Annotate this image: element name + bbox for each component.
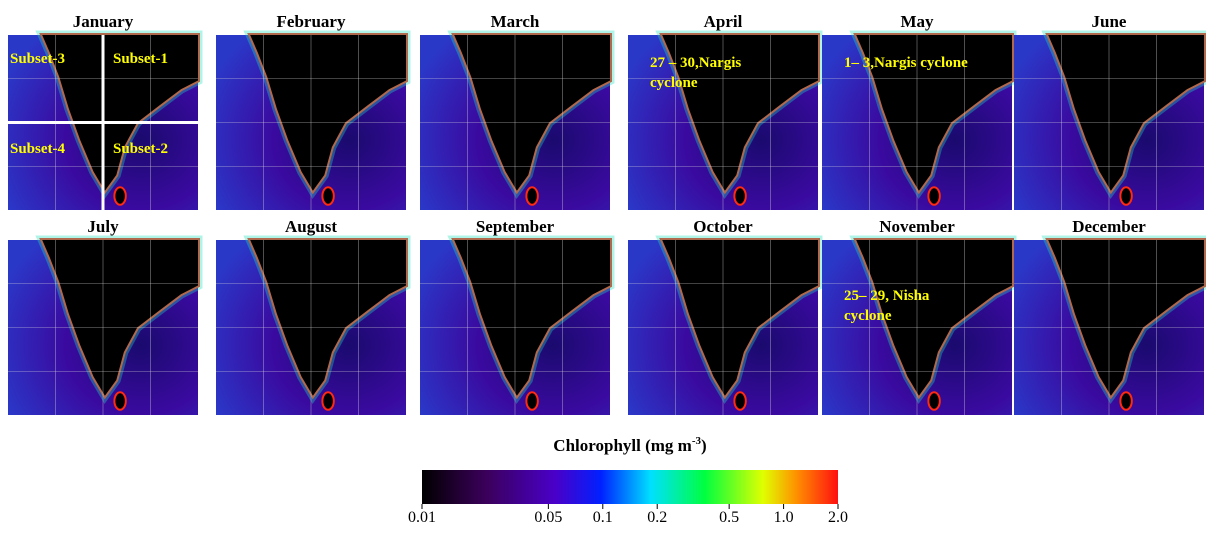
map-panel: 27 – 30,Nargis cyclone [628, 35, 818, 210]
map-panel [1014, 35, 1204, 210]
sri-lanka [1120, 392, 1131, 410]
land [856, 240, 1012, 396]
panel-title: March [491, 12, 540, 31]
panel-title: November [879, 217, 955, 236]
land [662, 35, 818, 191]
sri-lanka [322, 392, 333, 410]
colorbar-tick-label: 0.2 [647, 509, 667, 526]
landmass [454, 240, 610, 410]
sri-lanka [1120, 187, 1131, 205]
colorbar-tick-label: 0.01 [408, 509, 436, 526]
sri-lanka [114, 392, 125, 410]
map-panel [1014, 240, 1204, 415]
sri-lanka [928, 187, 939, 205]
landmass [1048, 240, 1204, 410]
coast-bloom [1048, 240, 1204, 396]
coast-bloom [250, 35, 406, 191]
coast-halo [250, 35, 406, 191]
land [1048, 35, 1204, 191]
colorbar-tick-label: 0.05 [534, 509, 562, 526]
annotation: cyclone [844, 308, 892, 324]
panel-title: April [704, 12, 743, 31]
colorbar-tick-label: 2.0 [828, 509, 848, 526]
map-panel: 25– 29, Nisha cyclone [822, 240, 1012, 415]
panel-title: October [693, 217, 753, 236]
map-panel: Subset-3 Subset-1 Subset-4 Subset-2 [8, 35, 198, 210]
panel-title: July [87, 217, 119, 236]
coast-halo [1048, 240, 1204, 396]
annotation: 25– 29, Nisha [844, 288, 930, 304]
land [42, 35, 199, 191]
land [454, 35, 610, 191]
annotation: Subset-4 [10, 141, 66, 157]
panel-title: May [900, 12, 934, 31]
sri-lanka [322, 187, 333, 205]
landmass [454, 35, 610, 205]
annotation: Subset-3 [10, 51, 65, 67]
land [856, 35, 1012, 191]
landmass [250, 35, 406, 205]
map-panel [216, 35, 406, 210]
colorbar-title: Chlorophyll (mg m-3) [553, 435, 706, 455]
coast-halo [1048, 35, 1204, 191]
coast-bloom [1048, 35, 1204, 191]
panel-title: June [1092, 12, 1127, 31]
landmass [662, 240, 818, 410]
panel-title: September [476, 217, 555, 236]
panel-title: February [277, 12, 346, 31]
panel-title: December [1072, 217, 1146, 236]
annotation: Subset-1 [113, 51, 168, 67]
panel-title: January [73, 12, 134, 31]
map-panel [628, 240, 818, 415]
landmass [42, 240, 198, 410]
land [250, 35, 406, 191]
sri-lanka [114, 187, 125, 205]
landmass [662, 35, 818, 205]
map-panel: 1– 3,Nargis cyclone [822, 35, 1012, 210]
sri-lanka [734, 392, 745, 410]
annotation: Subset-2 [113, 141, 168, 157]
map-panel [420, 240, 610, 415]
annotation: 1– 3,Nargis cyclone [844, 55, 968, 71]
colorbar-tick-label: 0.1 [593, 509, 613, 526]
land [454, 240, 610, 396]
land [42, 240, 199, 396]
sri-lanka [734, 187, 745, 205]
landmass [856, 240, 1012, 410]
map-panel [8, 240, 198, 415]
landmass [856, 35, 1012, 205]
sri-lanka [928, 392, 939, 410]
colorbar-tick-label: 0.5 [719, 509, 739, 526]
colorbar-tick-label: 1.0 [774, 509, 794, 526]
colorbar [422, 470, 838, 504]
map-panel [216, 240, 406, 415]
land [250, 240, 406, 396]
sri-lanka [526, 187, 537, 205]
map-panel [420, 35, 610, 210]
landmass [42, 35, 198, 205]
annotation: cyclone [650, 75, 698, 91]
sri-lanka [526, 392, 537, 410]
land [662, 240, 818, 396]
land [1048, 240, 1204, 396]
annotation: 27 – 30,Nargis [650, 55, 741, 71]
panel-title: August [285, 217, 337, 236]
landmass [250, 240, 406, 410]
landmass [1048, 35, 1204, 205]
